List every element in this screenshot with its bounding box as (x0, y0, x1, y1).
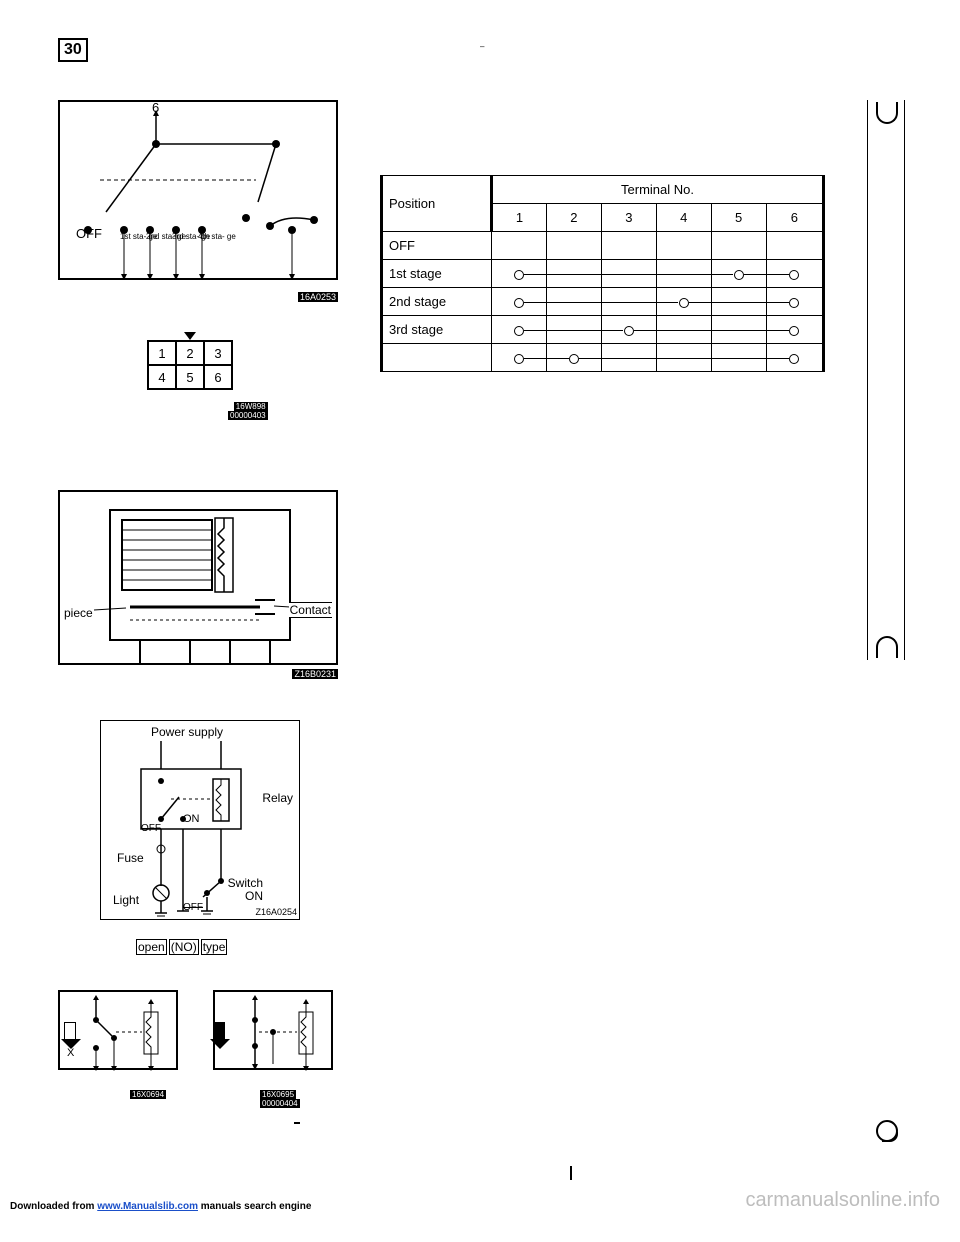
row-off-label: OFF (382, 232, 492, 260)
switch-label: Switch (228, 876, 263, 890)
connector-notch (184, 332, 196, 340)
stage-4-label: 4th sta- ge (198, 232, 236, 241)
type-word: type (201, 939, 228, 955)
power-supply-label: Power supply (151, 725, 223, 739)
pin-4: 4 (148, 365, 176, 389)
col-5: 5 (711, 204, 766, 232)
connector-codes: 16W898 00000403 (228, 402, 268, 420)
terminal-no-header: Terminal No. (492, 176, 824, 204)
footer-suffix: manuals search engine (198, 1201, 311, 1212)
switch-fig-code: 16A0253 (298, 292, 338, 302)
switch-on-label: ON (245, 889, 263, 903)
pin-5: 5 (176, 365, 204, 389)
pin-1: 1 (148, 341, 176, 365)
table-row: 2nd stage (382, 288, 824, 316)
col-1: 1 (492, 204, 547, 232)
no-word: (NO) (169, 939, 199, 955)
off-label: OFF (76, 226, 102, 241)
page-binding-decoration (867, 100, 905, 660)
on-label: ON (183, 813, 200, 825)
code-text: 00000404 (260, 1099, 300, 1108)
pin-3: 3 (204, 341, 232, 365)
fuse-label: Fuse (117, 851, 144, 865)
relay-off-svg (60, 992, 180, 1072)
page-number: 30 (58, 38, 88, 62)
relay-circuit-svg (101, 721, 301, 921)
row-3rd-label: 3rd stage (382, 316, 492, 344)
watermark-text: carmanualsonline.info (745, 1189, 940, 1212)
relay-denergized-box: X (58, 990, 178, 1070)
open-no-type-label: open(NO)type (135, 940, 228, 954)
terminal-continuity-table: Position Terminal No. 1 2 3 4 5 6 OFF 1s… (380, 175, 825, 372)
switch-frame: 6 (58, 100, 338, 280)
code-text: 16X0695 (260, 1090, 296, 1099)
table-row: 3rd stage (382, 316, 824, 344)
x-label: X (67, 1047, 74, 1059)
binding-hole-icon (876, 102, 898, 124)
relay-cutaway-code: Z16B0231 (292, 669, 338, 679)
code-text: 16X0694 (130, 1090, 166, 1099)
pin-2: 2 (176, 341, 204, 365)
relay-on-svg (215, 992, 335, 1072)
row-1st-label: 1st stage (382, 260, 492, 288)
relay-frame: piece Contact (58, 490, 338, 665)
off-label-2: OFF (183, 902, 203, 913)
binding-hole-icon (876, 1120, 898, 1142)
open-word: open (136, 939, 167, 955)
row-4th-label (382, 344, 492, 372)
arrow-icon (64, 1022, 76, 1040)
footer-link[interactable]: www.Manualslib.com (97, 1201, 198, 1212)
bottom-code-left: 16X0694 (130, 1090, 166, 1099)
circuit-code: Z16A0254 (255, 907, 297, 917)
header-mark: – (480, 42, 484, 51)
conn-code-1: 16W898 (234, 402, 268, 411)
contact-label: Contact (289, 602, 332, 618)
arrow-icon (213, 1022, 225, 1040)
relay-energized-box (213, 990, 333, 1070)
conn-code-2: 00000403 (228, 411, 268, 420)
footer-text: Downloaded from www.Manualslib.com manua… (10, 1201, 311, 1212)
col-2: 2 (546, 204, 601, 232)
piece-label: piece (64, 606, 93, 620)
connector-figure: 1 2 3 4 5 6 (130, 332, 250, 390)
col-6: 6 (766, 204, 823, 232)
table-row: 1st stage (382, 260, 824, 288)
relay-cutaway-figure: piece Contact Z16B0231 (58, 490, 338, 665)
pin-6: 6 (204, 365, 232, 389)
col-4: 4 (656, 204, 711, 232)
circuit-frame: Power supply (100, 720, 300, 920)
relay-label: Relay (262, 791, 293, 805)
table-row: OFF (382, 232, 824, 260)
relay-circuit-figure: Power supply (100, 720, 300, 920)
off-label-1: OFF (141, 823, 161, 834)
decoration-mark (294, 1122, 300, 1124)
relay-cutaway-svg (60, 492, 340, 667)
binding-hole-icon (876, 636, 898, 658)
col-3: 3 (601, 204, 656, 232)
row-2nd-label: 2nd stage (382, 288, 492, 316)
footer-prefix: Downloaded from (10, 1201, 97, 1212)
light-label: Light (113, 893, 139, 907)
table-row (382, 344, 824, 372)
position-header: Position (382, 176, 492, 232)
decoration-mark (570, 1166, 572, 1180)
bottom-code-right: 16X0695 00000404 (260, 1090, 300, 1108)
switch-schematic-figure: 6 (58, 100, 338, 300)
connector-pin-table: 1 2 3 4 5 6 (147, 340, 233, 390)
switch-wiring-svg (60, 102, 340, 282)
relay-state-figures: X (58, 990, 338, 1085)
